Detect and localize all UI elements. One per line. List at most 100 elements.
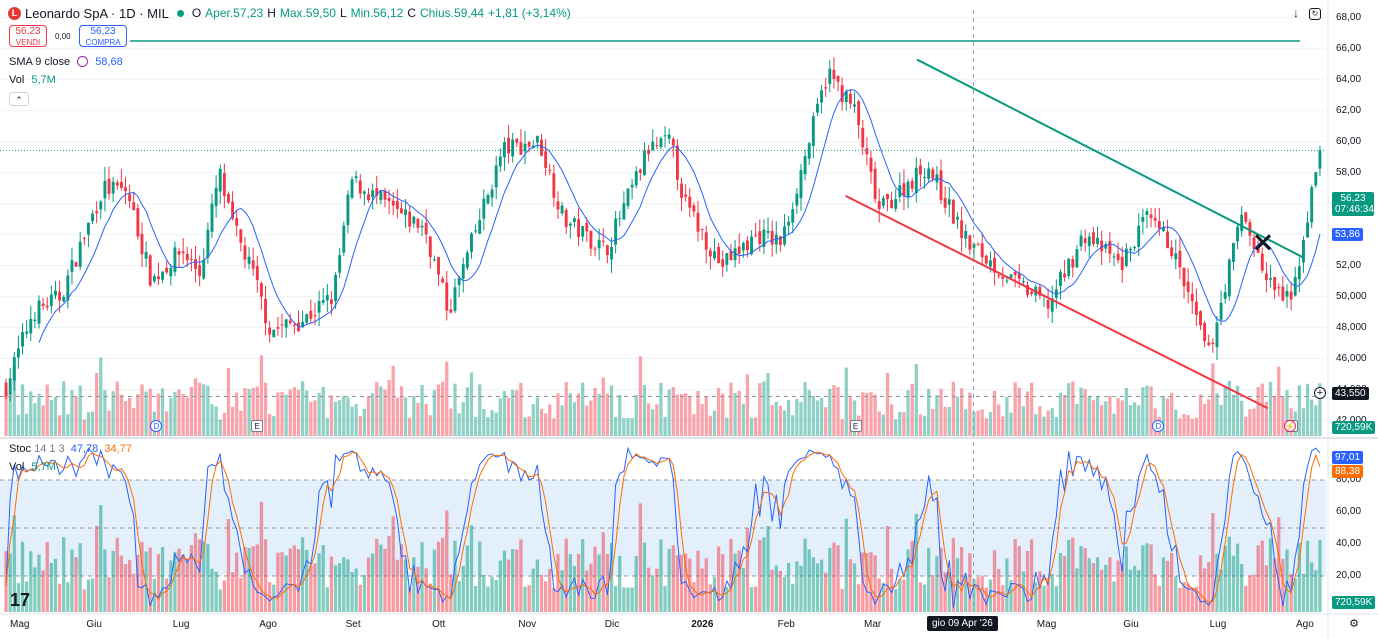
vol-legend[interactable]: Vol 5,7M [9,74,56,86]
volume-bar [486,417,490,436]
candle-body [465,252,469,268]
volume-bar-lower [338,563,342,612]
volume-bar-lower [465,545,470,612]
refresh-icon[interactable]: ↻ [1309,8,1321,20]
volume-bar-lower [1137,570,1141,612]
candle-body [799,170,803,199]
tradingview-logo[interactable]: 17 [10,590,31,610]
volume-bar-lower [86,579,91,612]
candle-body [1096,237,1099,244]
volume-bar-lower [1067,540,1071,612]
candle-body [206,229,210,258]
candle-body [548,169,552,171]
dividend-marker-icon[interactable]: D [1152,420,1165,432]
volume-bar-lower [1120,563,1124,612]
ohlc-l-label: L [339,6,347,20]
candle-body [354,176,358,179]
sell-button[interactable]: 56,23 VENDI [9,25,47,47]
candle-body [700,228,704,230]
volume-bar [136,394,140,436]
volume-bar-lower [90,578,95,612]
candle-body [527,141,531,147]
volume-bar [247,389,251,436]
candle-body [741,242,745,251]
sma-settings-icon[interactable] [77,56,89,67]
candle-body [284,319,288,328]
candle-body [1137,225,1141,247]
candle-body [1013,271,1017,276]
stoch-k-line [5,446,1321,608]
volume-bar-lower [741,568,745,612]
volume-bar [873,394,877,436]
volume-bar-lower [1281,558,1285,612]
volume-bar [1099,405,1104,436]
volume-bar-lower [556,553,560,612]
symbol-header[interactable]: L Leonardo SpA · 1D · MIL O Aper.57,23 H… [8,5,571,21]
volume-bar [309,401,313,436]
volume-bar [861,392,865,436]
volume-bar-lower [395,559,399,612]
buy-button[interactable]: 56,23 COMPRA [79,25,127,47]
candle-body [573,218,576,222]
volume-bar [877,411,881,436]
volume-bar-lower [824,572,828,612]
volume-bar-lower [57,583,62,612]
collapse-legend-button[interactable]: ⌃ [9,92,29,106]
volume-bar [1223,387,1227,436]
volume-bar-lower [177,548,181,612]
volume-bar [869,392,873,436]
candle-body [976,244,980,246]
candle-body [1269,278,1272,280]
volume-bar-lower [1260,540,1264,612]
volume-bar [601,377,605,436]
stoch-legend[interactable]: Stoc 14 1 3 47,78 34,77 [9,443,132,455]
volume-bar-lower [548,569,552,612]
candle-body [1038,286,1042,296]
candle-body [16,348,20,358]
candle-body [1116,253,1120,261]
stoch-k-value: 47,78 [70,443,99,455]
volume-bar [593,388,597,436]
volume-bar [350,406,354,436]
volume-bar [193,378,198,436]
candle-body [787,221,791,226]
candle-body [313,315,317,317]
volume-bar [1244,416,1248,436]
volume-bar [218,419,222,436]
candle-body [519,142,523,155]
candle-body [951,199,955,224]
volume-bar-lower [82,589,86,612]
candle-body [437,256,440,275]
symbol-title[interactable]: Leonardo SpA · 1D · MIL [25,5,169,21]
add-alert-plus-icon[interactable]: + [1314,387,1326,399]
candle-body [568,223,572,226]
volume-bar [49,400,54,436]
settings-gear-icon[interactable]: ⚙ [1349,618,1359,630]
volume-bar-lower [1202,568,1207,612]
volume-bar-lower [243,546,247,612]
candles [4,57,1322,402]
earnings-marker-icon[interactable]: E [251,420,264,432]
earnings-marker-icon[interactable]: E [849,420,862,432]
volume-bar [1034,414,1038,436]
vol2-legend[interactable]: Vol 5,7M [9,461,56,473]
volume-bar [741,403,745,436]
volume-bar-lower [107,577,111,612]
sma-legend[interactable]: SMA 9 close 58,68 [9,56,123,68]
candle-body [111,181,115,194]
volume-bar [733,393,737,436]
volume-bar-lower [955,558,960,612]
volume-bar [622,417,626,436]
volume-bar [811,395,815,436]
lightning-icon[interactable]: ⚡ [1284,420,1296,432]
dividend-marker-icon[interactable]: D [150,420,163,432]
volume-bar-lower [103,549,107,612]
arrow-down-icon[interactable]: ↓ [1293,6,1299,20]
volume-bar-lower [745,527,750,612]
volume-bar-lower [1272,558,1277,612]
candle-body [605,245,609,256]
volume-bar-lower [684,553,688,612]
volume-bar [453,383,457,436]
volume-bar-lower [1116,560,1120,612]
